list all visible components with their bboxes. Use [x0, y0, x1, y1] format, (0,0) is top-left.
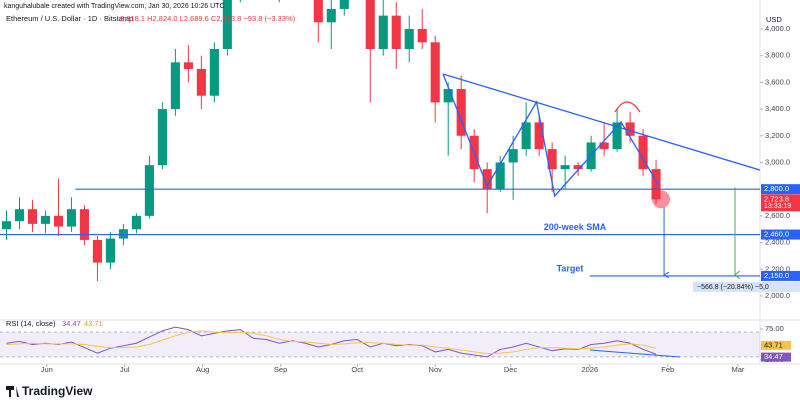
candle-body [183, 62, 193, 70]
y-tick-label: 4,000.0 [765, 24, 790, 33]
x-tick-label: Jun [41, 365, 53, 374]
y-tick-label: 2,200.0 [765, 264, 790, 273]
candle-body [417, 28, 427, 43]
candle-body [430, 42, 440, 103]
currency: USD [766, 15, 782, 24]
candle-body [573, 165, 583, 170]
level-label: 2,460.0 [764, 230, 789, 239]
candle-body [53, 215, 64, 227]
candle-body [378, 15, 388, 49]
rsi-value-label: 43.71 [764, 340, 783, 349]
trend-line [442, 73, 660, 198]
level-label-box [761, 184, 800, 195]
candle-body [222, 0, 232, 49]
candle-body [105, 238, 115, 263]
level-label: 2,800.0 [764, 184, 789, 193]
highlight-circle [652, 190, 671, 209]
rsi-title: RSI (14, close) [6, 319, 56, 328]
x-tick-label: Feb [661, 365, 674, 374]
y-tick-label: 3,200.0 [765, 131, 790, 140]
countdown: 13:33:19 [764, 203, 791, 210]
candle-body [118, 229, 128, 239]
candle-body [482, 169, 492, 190]
candle-body [27, 209, 38, 224]
candle-body [339, 0, 349, 9]
x-tick-label: Jul [120, 365, 130, 374]
candle-body [391, 15, 401, 49]
level-label-box [761, 270, 800, 281]
candle-body [14, 209, 25, 222]
rsi-line [6, 330, 657, 355]
candle-body [404, 28, 414, 49]
rsi-value: 34.47 [62, 319, 81, 328]
candle-body [547, 149, 557, 170]
level-label: 2,150.0 [764, 271, 789, 280]
candle-body [1, 221, 12, 230]
price-pane: 200-week SMA Target [0, 0, 760, 282]
x-tick-label: Mar [731, 365, 744, 374]
candle-body [326, 8, 336, 23]
measure-label: −566.8 (−20.84%) −5,0 [697, 284, 769, 291]
candle-body [313, 0, 323, 23]
x-tick-label: 2026 [581, 365, 598, 374]
rsi-value-box [761, 352, 791, 362]
y-tick-label: 3,400.0 [765, 104, 790, 113]
axes: 2,000.0 2,200.0 2,400.0 2,600.0 3,000.0 3,200… [41, 24, 800, 374]
candle-body [521, 122, 531, 150]
measure-box [693, 281, 800, 292]
candle-body [534, 122, 544, 150]
rsi-value-box [761, 340, 791, 350]
candle-body [560, 165, 570, 170]
candle-body [638, 135, 648, 170]
head-arc [614, 101, 641, 113]
candle-body [209, 48, 219, 96]
credit: kanguhalubale created with TradingView.c… [4, 3, 225, 10]
level-name: 200-week SMA [544, 222, 607, 232]
rsi-value-label: 34.47 [764, 352, 783, 361]
x-tick-label: Nov [429, 365, 443, 374]
level-label-box [761, 229, 800, 240]
candle-body [456, 89, 466, 136]
last-price-box [761, 194, 800, 212]
x-tick-label: Sep [274, 365, 287, 374]
brand-logo: TradingView [6, 384, 93, 398]
candle-body [144, 165, 154, 216]
candle-body [625, 122, 635, 136]
brand: TradingView [22, 384, 93, 398]
trend-line [442, 73, 760, 171]
x-tick-label: Dec [504, 365, 518, 374]
candle-body [66, 209, 76, 227]
candle-body [196, 69, 206, 96]
candle-body [612, 122, 622, 150]
candle-body [157, 109, 167, 166]
y-tick-label: 3,800.0 [765, 51, 790, 60]
rsi-pane [0, 326, 760, 358]
candle-body [92, 239, 102, 263]
candle-body [79, 209, 89, 240]
rsi-ma-value: 43.71 [84, 319, 103, 328]
candle-body [495, 162, 505, 190]
y-tick-label: 2,400.0 [765, 238, 790, 247]
x-tick-label: Oct [351, 365, 364, 374]
candle-body [651, 169, 661, 200]
y-tick-label: 2,000.0 [765, 291, 790, 300]
candle-body [131, 215, 141, 230]
legend-title: Ethereum / U.S. Dollar · 1D · Bitstamp [6, 14, 133, 23]
candle-body [443, 89, 453, 103]
candle-body [40, 215, 51, 224]
y-tick-label: 75.00 [765, 324, 784, 333]
candle-body [170, 62, 180, 110]
y-tick-label: 3,000.0 [765, 157, 790, 166]
y-tick-label: 2,600.0 [765, 211, 790, 220]
last-price-label: 2,723.8 [764, 194, 789, 203]
candle-body [599, 142, 609, 150]
rsi-divergence-line [589, 349, 681, 358]
x-tick-label: Aug [196, 365, 209, 374]
ohlc-legend: 2,818.1 H2,824.0 L2,689.6 C2,723.8 −93.8… [120, 14, 296, 23]
level-name: Target [557, 263, 584, 273]
candle-body [365, 0, 375, 49]
y-tick-label: 3,600.0 [765, 77, 790, 86]
candle-body [508, 149, 518, 163]
